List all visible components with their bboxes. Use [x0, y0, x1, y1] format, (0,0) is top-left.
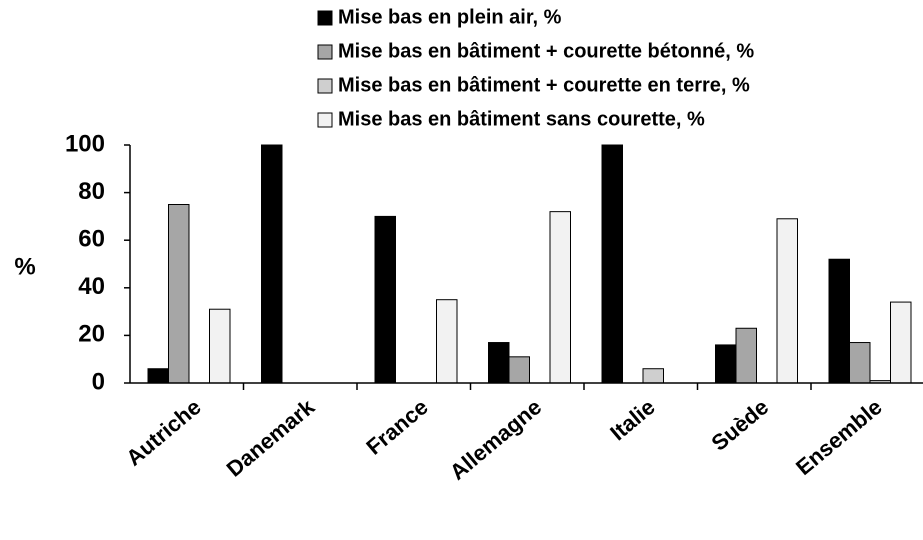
bar: [601, 144, 623, 384]
bar: [436, 299, 458, 384]
legend-swatch: [317, 10, 333, 26]
bar: [715, 344, 737, 384]
y-tick-label: 0: [92, 368, 105, 395]
x-tick-label: Autriche: [121, 394, 205, 471]
bar: [168, 204, 190, 384]
bar: [488, 342, 510, 384]
x-tick-label: Ensemble: [791, 394, 887, 480]
x-tick-label: Suède: [707, 394, 774, 456]
bar: [549, 211, 571, 384]
bar: [735, 327, 757, 384]
bar: [828, 258, 850, 384]
y-axis-label: %: [14, 253, 35, 280]
y-tick-label: 40: [78, 273, 105, 300]
x-tick-label: Italie: [605, 394, 659, 445]
legend-label: Mise bas en bâtiment + courette en terre…: [338, 74, 750, 96]
bar: [508, 356, 530, 384]
y-tick-label: 80: [78, 178, 105, 205]
bar: [261, 144, 283, 384]
x-tick-label: Danemark: [222, 394, 320, 482]
bar: [374, 215, 396, 384]
bar: [890, 301, 912, 384]
bar: [776, 218, 798, 384]
legend-label: Mise bas en plein air, %: [338, 6, 562, 28]
y-tick-label: 100: [65, 130, 105, 157]
bar: [849, 342, 871, 384]
y-tick-label: 60: [78, 226, 105, 253]
legend-label: Mise bas en bâtiment sans courette, %: [338, 108, 705, 130]
legend-swatch: [317, 112, 333, 128]
bar: [642, 368, 664, 384]
bar: [147, 368, 169, 384]
legend-swatch: [317, 78, 333, 94]
legend-label: Mise bas en bâtiment + courette bétonné,…: [338, 40, 754, 62]
legend-swatch: [317, 44, 333, 60]
bar: [209, 308, 231, 384]
y-tick-label: 20: [78, 321, 105, 348]
x-tick-label: France: [361, 394, 432, 460]
x-tick-label: Allemagne: [445, 394, 546, 485]
